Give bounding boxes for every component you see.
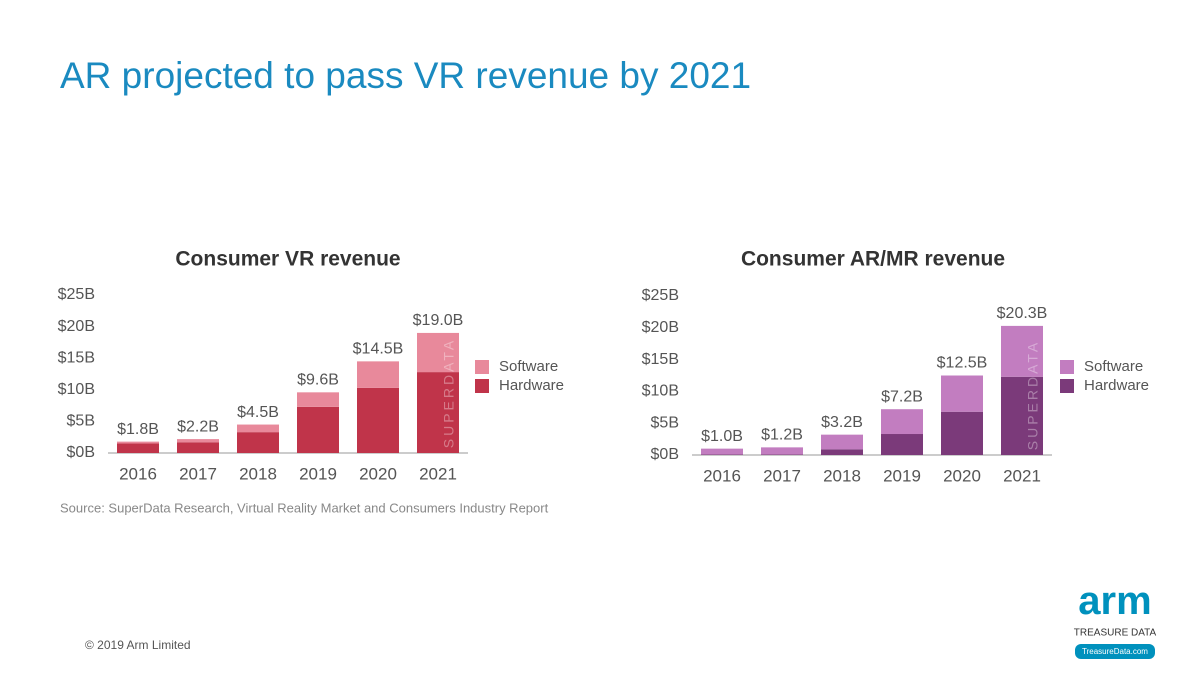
watermark: SUPERDATA [1025, 340, 1041, 451]
x-tick-label: 2021 [1003, 466, 1041, 485]
bar-segment [417, 332, 459, 373]
total-label: $20.3B [997, 305, 1048, 322]
y-tick-label: $20B [58, 318, 95, 335]
logo-subtitle: TREASURE DATA [1074, 628, 1157, 639]
x-tick-label: 2019 [883, 466, 921, 485]
y-tick-label: $15B [58, 349, 95, 366]
bar-segment [177, 439, 219, 443]
legend-swatch [475, 360, 489, 374]
logo-name: arm [1078, 579, 1151, 623]
bar-segment [1001, 376, 1043, 455]
total-label: $1.0B [701, 428, 743, 445]
y-tick-label: $10B [58, 381, 95, 398]
bar-segment [701, 454, 743, 455]
x-tick-label: 2018 [239, 464, 277, 483]
logo-link-bg [1075, 644, 1155, 659]
source-note: Source: SuperData Research, Virtual Real… [60, 500, 549, 515]
x-tick-label: 2016 [703, 466, 741, 485]
legend-label: Hardware [499, 377, 564, 394]
bar-segment [761, 447, 803, 455]
y-tick-label: $10B [642, 383, 679, 400]
y-tick-label: $20B [642, 319, 679, 336]
total-label: $7.2B [881, 388, 923, 405]
bar-segment [1001, 325, 1043, 377]
bar-segment [881, 409, 923, 435]
total-label: $2.2B [177, 418, 219, 435]
total-label: $1.8B [117, 421, 159, 438]
logo-link[interactable]: TreasureData.com [1082, 647, 1148, 656]
y-tick-label: $15B [642, 351, 679, 368]
copyright: © 2019 Arm Limited [85, 638, 191, 652]
legend-swatch [1060, 379, 1074, 393]
bar-segment [941, 375, 983, 412]
bar-segment [297, 392, 339, 407]
bar-segment [881, 434, 923, 455]
total-label: $12.5B [937, 355, 988, 372]
legend-swatch [1060, 360, 1074, 374]
bar-segment [941, 411, 983, 455]
chart-title: Consumer AR/MR revenue [741, 248, 1005, 271]
y-tick-label: $0B [67, 444, 95, 461]
y-tick-label: $5B [67, 413, 95, 430]
legend-label: Software [499, 358, 558, 375]
bar-segment [117, 443, 159, 453]
x-tick-label: 2020 [943, 466, 981, 485]
bar-segment [821, 449, 863, 455]
total-label: $1.2B [761, 427, 803, 444]
y-tick-label: $0B [651, 446, 679, 463]
bar-segment [297, 406, 339, 453]
bar-segment [417, 372, 459, 453]
watermark: SUPERDATA [441, 338, 457, 449]
bar-segment [761, 454, 803, 455]
total-label: $3.2B [821, 414, 863, 431]
x-tick-label: 2021 [419, 464, 457, 483]
legend-label: Hardware [1084, 377, 1149, 394]
x-tick-label: 2019 [299, 464, 337, 483]
bar-segment [177, 442, 219, 453]
x-tick-label: 2020 [359, 464, 397, 483]
total-label: $9.6B [297, 372, 339, 389]
slide-title: AR projected to pass VR revenue by 2021 [60, 55, 751, 96]
x-tick-label: 2018 [823, 466, 861, 485]
y-tick-label: $5B [651, 414, 679, 431]
bar-segment [237, 432, 279, 453]
x-tick-label: 2017 [763, 466, 801, 485]
total-label: $19.0B [413, 312, 464, 329]
bar-segment [357, 361, 399, 388]
legend-label: Software [1084, 358, 1143, 375]
bar-segment [821, 434, 863, 450]
bar-segment [117, 441, 159, 444]
total-label: $4.5B [237, 404, 279, 421]
x-tick-label: 2017 [179, 464, 217, 483]
y-tick-label: $25B [642, 287, 679, 304]
total-label: $14.5B [353, 341, 404, 358]
bar-segment [701, 448, 743, 455]
legend-swatch [475, 379, 489, 393]
x-tick-label: 2016 [119, 464, 157, 483]
bar-segment [237, 424, 279, 433]
chart-title: Consumer VR revenue [175, 248, 400, 271]
bar-segment [357, 387, 399, 453]
y-tick-label: $25B [58, 286, 95, 303]
